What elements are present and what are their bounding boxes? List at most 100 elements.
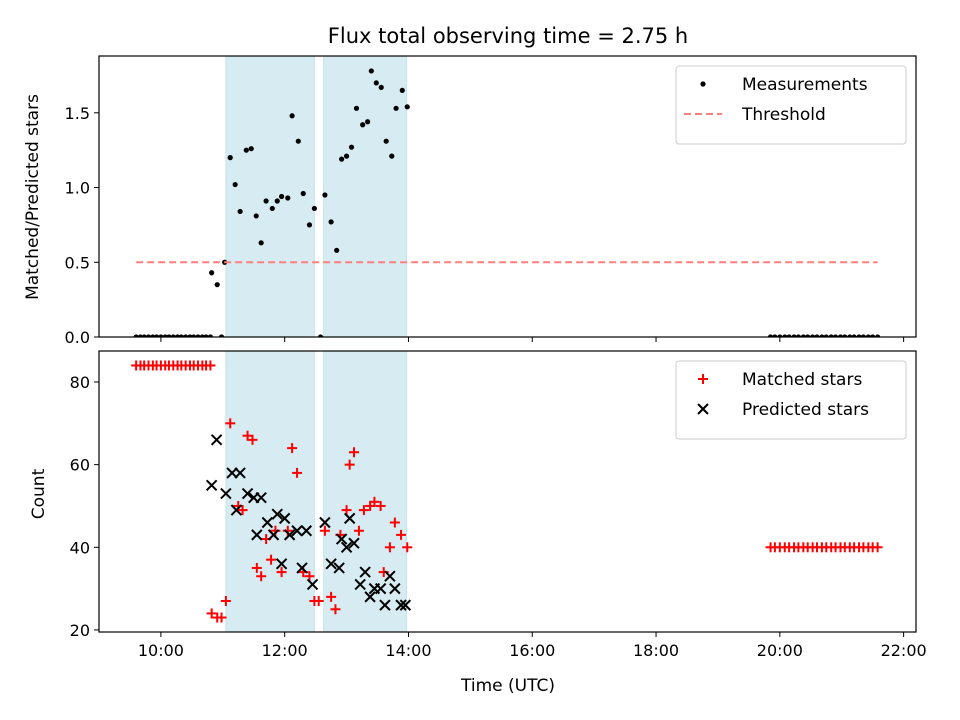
matched-starspoint (375, 500, 386, 511)
predicted-starspoint (306, 578, 319, 591)
measurementspoint (365, 119, 371, 125)
predicted-starspoint (275, 558, 288, 570)
matched-starspoint (304, 571, 315, 582)
measurementspoint (285, 195, 291, 201)
measurementspoint (805, 334, 811, 337)
measurementspoint (170, 334, 176, 337)
predicted-starspoint (210, 434, 223, 446)
legend-box (675, 360, 907, 440)
bottom-y-tick-label: 60 (70, 456, 90, 475)
measurementspoint (404, 104, 410, 110)
bottom-legend: Matched stars Predicted stars (675, 360, 907, 440)
measurementspoint (847, 334, 853, 337)
matched-starspoint (256, 571, 267, 582)
matched-starspoint (369, 496, 380, 507)
top-y-axis-label: Matched/Predicted stars (23, 94, 43, 300)
measurementspoint (258, 240, 264, 246)
bottom-x-tick-label: 18:00 (633, 641, 679, 660)
measurementspoint (823, 334, 829, 337)
measurementspoint (353, 105, 360, 111)
top-shaded-interval (225, 55, 315, 338)
measurementspoint (389, 153, 395, 159)
predicted-starspoint (340, 541, 353, 553)
bottom-panel: 20 40 60 80 10:00 12:00 14:00 16:00 18:00 20:00 22… (70, 350, 927, 660)
bottom-x-tick-label: 10:00 (138, 641, 184, 660)
measurementspoint (373, 80, 379, 86)
predicted-starspoint (374, 582, 387, 595)
measurementspoint (814, 334, 820, 337)
matched-starspoint (313, 596, 324, 607)
predicted-starspoint (319, 516, 331, 529)
top-shaded-interval (323, 55, 408, 338)
top-y-tick-label: 1.5 (65, 104, 90, 123)
measurementspoint (360, 122, 366, 128)
bottom-axes-frame (98, 350, 917, 633)
measurementspoint (243, 147, 249, 153)
measurementspoint (203, 334, 209, 337)
matched-starspoint (251, 562, 262, 573)
measurementspoint (214, 282, 220, 288)
predicted-starspoint (379, 599, 391, 611)
matched-starspoint (225, 418, 236, 429)
legend-label: Predicted stars (742, 400, 869, 420)
measurementspoint (141, 334, 147, 337)
predicted-starspoint (278, 512, 291, 525)
measurementspoint (289, 113, 295, 119)
bottom-x-tick-label: 14:00 (385, 641, 431, 660)
measurementspoint (343, 153, 350, 159)
predicted-starspoint (325, 558, 337, 570)
legend-label: Threshold (741, 105, 826, 125)
measurementspoint (295, 138, 301, 144)
matched-starspoint (396, 529, 407, 540)
measurementspoint (209, 270, 215, 276)
measurementspoint (311, 205, 317, 212)
matched-starspoint (237, 505, 248, 516)
chart-title: Flux total observing time = 2.75 h (328, 24, 688, 48)
measurementspoint (399, 87, 405, 93)
predicted-starspoint (395, 599, 407, 611)
predicted-starspoint (354, 578, 366, 591)
bottom-y-tick-label: 20 (70, 621, 90, 640)
measurementspoint (837, 334, 844, 337)
predicted-starspoint (343, 512, 356, 525)
measurementspoint (393, 105, 399, 111)
measurementspoint (274, 198, 280, 204)
legend-label: Measurements (742, 75, 868, 95)
predicted-starspoint (389, 582, 401, 595)
top-legend: Measurements Threshold (675, 65, 907, 145)
measurementspoint (875, 334, 881, 337)
measurementspoint (133, 334, 139, 337)
measurementspoint (795, 334, 802, 337)
legend-matched-starsmarker (698, 374, 708, 384)
measurementspoint (328, 219, 334, 225)
measurementspoint (828, 334, 834, 337)
measurementspoint (153, 334, 160, 337)
predicted-starspoint (251, 529, 263, 541)
measurementspoint (348, 144, 355, 150)
predicted-starspoint (359, 566, 371, 578)
predicted-starspoint (348, 537, 360, 549)
bottom-x-tick-label: 22:00 (881, 641, 927, 660)
measurementspoint (383, 138, 389, 144)
measurementspoint (378, 84, 384, 90)
measurementspoint (227, 155, 233, 161)
measurementspoint (791, 334, 797, 337)
measurementspoint (191, 334, 197, 337)
bottom-plot-area (131, 360, 883, 623)
measurementspoint (183, 334, 189, 337)
x-axis-label: Time (UTC) (460, 676, 555, 696)
measurementspoint (339, 156, 345, 162)
measurementspoint (782, 334, 788, 337)
measurementspoint (145, 334, 152, 337)
measurementspoint (842, 334, 848, 337)
measurementspoint (178, 334, 184, 337)
matched-starspoint (247, 434, 258, 445)
predicted-starspoint (205, 479, 218, 492)
predicted-starspoint (241, 487, 254, 500)
predicted-starspoint (271, 508, 283, 520)
measurementspoint (322, 192, 328, 198)
matched-starspoint (358, 505, 369, 516)
measurementspoint (860, 334, 866, 337)
legend-predicted-starsmarker (697, 403, 709, 415)
matched-starspoint (319, 525, 330, 536)
